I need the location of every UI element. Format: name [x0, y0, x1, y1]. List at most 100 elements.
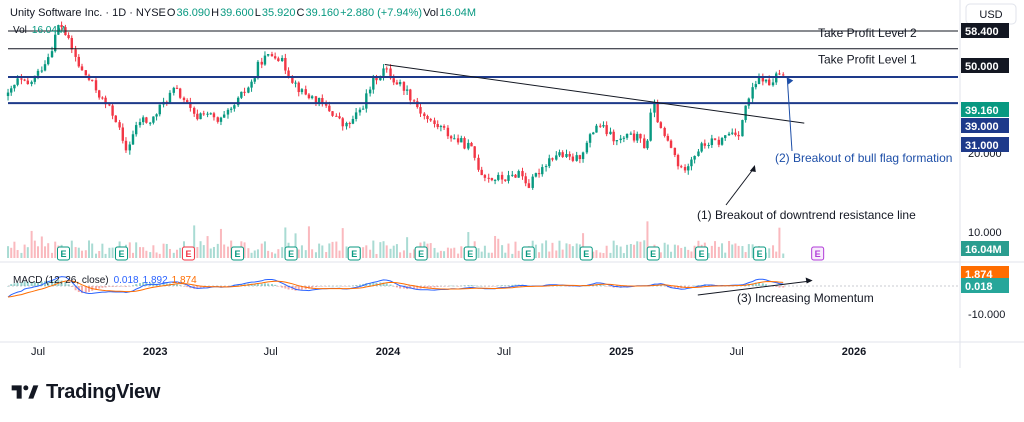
candle-body — [392, 78, 395, 83]
volume-bar — [321, 245, 324, 258]
volume-bar — [250, 252, 253, 258]
candle-body — [571, 156, 575, 161]
volume-bar — [402, 250, 405, 258]
macd-histogram-bar — [453, 285, 456, 287]
macd-histogram-bar — [145, 282, 148, 286]
earnings-marker[interactable]: E — [231, 246, 245, 261]
volume-bar — [311, 249, 314, 258]
candle-body — [477, 157, 480, 170]
macd-histogram-bar — [274, 284, 277, 286]
volume-bar — [328, 243, 331, 258]
price-badge-label: 58.400 — [965, 26, 999, 38]
volume-bar — [602, 253, 605, 258]
candle-body — [172, 87, 175, 93]
macd-histogram-bar — [297, 286, 300, 291]
candle-body — [26, 80, 29, 85]
candle-body — [266, 54, 270, 56]
candle-body — [727, 133, 731, 136]
volume-bar — [575, 243, 578, 258]
open-value: 36.090 — [176, 7, 210, 19]
candle-body — [649, 112, 652, 141]
volume-bar — [226, 246, 229, 258]
macd-histogram-bar — [507, 285, 510, 286]
annotation-momentum: (3) Increasing Momentum — [737, 291, 874, 305]
macd-histogram-bar — [446, 286, 449, 287]
earnings-marker[interactable]: E — [181, 246, 195, 261]
volume-bar — [30, 230, 33, 258]
candle-body — [680, 166, 683, 168]
time-tick-label: 2026 — [842, 346, 866, 358]
svg-text:E: E — [288, 249, 294, 259]
earnings-marker[interactable]: E — [521, 246, 535, 261]
candle-body — [67, 35, 70, 38]
earnings-marker[interactable]: E — [463, 246, 477, 261]
volume-bar — [365, 245, 368, 258]
macd-histogram-bar — [88, 286, 90, 292]
candle-body — [456, 138, 460, 143]
macd-histogram-bar — [162, 283, 165, 286]
volume-bar — [212, 246, 215, 258]
volume-bar — [571, 246, 574, 258]
macd-histogram-bar — [477, 285, 480, 287]
earnings-marker[interactable]: E — [414, 246, 428, 261]
volume-bar — [162, 243, 165, 258]
volume-bar — [690, 251, 693, 258]
candle-body — [118, 122, 121, 128]
candle-body — [619, 138, 622, 141]
candle-body — [348, 123, 351, 125]
macd-histogram-bar — [186, 286, 189, 288]
earnings-marker[interactable]: E — [115, 246, 129, 261]
vol-legend-label: Vol — [13, 25, 27, 36]
tradingview-brand[interactable]: TradingView — [10, 380, 160, 404]
earnings-marker[interactable]: E — [811, 246, 825, 261]
volume-bar — [219, 228, 222, 258]
volume-bar — [782, 253, 785, 258]
candle-body — [138, 122, 142, 126]
macd-histogram-bar — [142, 282, 145, 286]
macd-histogram-bar — [355, 285, 358, 286]
volume-bar — [744, 252, 747, 258]
downtrend-line[interactable] — [384, 64, 805, 124]
earnings-marker[interactable]: E — [579, 246, 593, 261]
volume-bar — [284, 227, 287, 258]
volume-bar — [304, 250, 307, 258]
take-profit-2-label: Take Profit Level 2 — [818, 26, 917, 40]
earnings-marker[interactable]: E — [646, 246, 660, 261]
earnings-marker[interactable]: E — [753, 246, 767, 261]
svg-text:E: E — [418, 249, 424, 259]
macd-histogram-bar — [256, 284, 259, 286]
candle-body — [178, 88, 182, 98]
macd-histogram-bar — [64, 281, 67, 286]
volume-bar — [135, 242, 138, 258]
macd-histogram-bar — [30, 281, 33, 286]
macd-histogram-bar — [605, 286, 608, 287]
volume-bar — [582, 233, 585, 258]
candle-body — [548, 158, 551, 167]
macd-histogram-bar — [457, 286, 460, 287]
earnings-marker[interactable]: E — [347, 246, 361, 261]
macd-histogram-bar — [114, 286, 117, 287]
macd-histogram-bar — [47, 280, 50, 286]
brand-name: TradingView — [46, 380, 161, 403]
volume-bar — [538, 252, 541, 258]
macd-histogram-bar — [382, 282, 385, 286]
earnings-marker[interactable]: E — [57, 246, 70, 261]
candle-body — [659, 122, 663, 128]
price-tick-label: -10.000 — [968, 309, 1005, 321]
volume-bar — [142, 247, 145, 258]
candle-body — [131, 134, 135, 145]
candle-body — [625, 133, 629, 138]
candle-body — [737, 134, 740, 137]
candle-body — [263, 55, 267, 65]
volume-bar — [179, 247, 182, 258]
volume-bar — [595, 250, 598, 258]
earnings-marker[interactable]: E — [284, 246, 298, 261]
price-badge — [961, 278, 1009, 293]
time-tick-label: 2024 — [376, 346, 401, 358]
volume-bar — [615, 245, 618, 258]
price-badge-label: 50.000 — [965, 61, 999, 73]
earnings-marker[interactable]: E — [695, 246, 709, 261]
time-tick-label: Jul — [31, 346, 45, 358]
volume-bar — [104, 253, 107, 258]
momentum-arrow[interactable] — [697, 280, 811, 296]
